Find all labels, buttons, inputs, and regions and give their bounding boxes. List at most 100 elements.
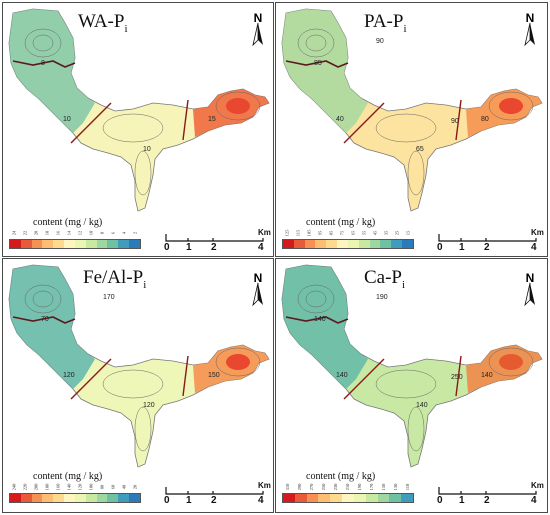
scale-label: 0 <box>164 242 170 253</box>
scale-bar: 0 1 2 4 Km <box>431 481 546 511</box>
legend-title: content (mg / kg) <box>306 471 376 482</box>
legend-tick-label: 170 <box>369 483 374 491</box>
legend-swatch <box>42 240 54 248</box>
contour-line <box>24 28 62 58</box>
contour-line <box>32 290 54 308</box>
channel-line <box>12 316 76 324</box>
legend-swatch <box>293 240 305 248</box>
north-arrow-icon: N <box>519 271 541 307</box>
legend-tick-label: 20 <box>132 484 138 490</box>
legend-swatch <box>306 494 319 502</box>
contour-label: 250 <box>451 374 463 381</box>
contour-line <box>102 369 164 399</box>
contour-label: 140 <box>481 372 493 379</box>
section-line <box>343 358 385 400</box>
contour-line <box>134 150 152 196</box>
legend-swatch <box>64 240 75 248</box>
contour-label: 90 <box>451 118 459 125</box>
scale-label: 2 <box>211 495 217 506</box>
contour-label: 65 <box>416 146 424 153</box>
scale-label: 0 <box>437 242 443 253</box>
scale-unit: Km <box>258 481 271 490</box>
legend-swatch <box>389 494 402 502</box>
legend-swatch <box>85 494 97 502</box>
contour-label: 40 <box>336 116 344 123</box>
scale-unit: Km <box>531 228 544 237</box>
section-line <box>455 355 462 397</box>
scale-bar: 0 1 2 4 Km <box>158 481 273 511</box>
contour-label: 70 <box>41 316 49 323</box>
contour-label: 15 <box>208 116 216 123</box>
scale-label: 0 <box>164 495 170 506</box>
contour-label: 10 <box>63 116 71 123</box>
west-region <box>9 265 95 389</box>
legend-ticks: 24 22 20 18 16 14 12 10 8 6 4 2 <box>9 227 141 239</box>
contour-line <box>32 34 54 52</box>
legend-title: content (mg / kg) <box>33 217 103 228</box>
legend-swatch <box>337 240 348 248</box>
legend-swatch <box>118 494 130 502</box>
contour-label: 10 <box>143 146 151 153</box>
map-canvas: 8 10 10 15 <box>8 8 270 212</box>
legend-swatch <box>53 494 65 502</box>
scale-label: 1 <box>459 495 465 506</box>
legend-swatch <box>53 240 65 248</box>
panel-title: Fe/Al-Pi <box>83 267 147 291</box>
legend-tick-label: 15 <box>405 230 411 236</box>
contour-line <box>407 406 425 452</box>
legend-swatch <box>129 494 140 502</box>
panel-title: PA-Pi <box>364 11 407 35</box>
legend-swatch <box>353 494 366 502</box>
section-line <box>343 102 385 144</box>
legend-swatch <box>304 240 316 248</box>
contour-line <box>488 347 534 377</box>
legend-tick-label: 150 <box>381 483 386 491</box>
legend-tick-label: 190 <box>357 483 362 491</box>
scale-label: 1 <box>186 495 192 506</box>
channel-line <box>285 60 349 68</box>
legend-swatch <box>330 494 343 502</box>
legend-swatch <box>42 494 54 502</box>
west-region <box>282 265 368 389</box>
legend-ticks: 240 220 200 180 160 140 120 100 80 60 40 20 <box>9 481 141 493</box>
panel-pa-pi: 85 40 65 80 90 90 PA-Pi N content (mg / kg) 1… <box>275 2 548 257</box>
panel-feal-pi: 70 120 120 150 170 Fe/Al-Pi N content (mg / … <box>2 258 274 513</box>
legend-swatch <box>283 240 294 248</box>
section-line <box>182 99 189 141</box>
east-region <box>466 345 542 393</box>
contour-line <box>24 284 62 314</box>
legend-colorbar <box>9 493 141 503</box>
contour-label: 8 <box>41 60 45 67</box>
legend-swatch <box>129 240 140 248</box>
legend-swatch <box>107 240 119 248</box>
legend-swatch <box>10 240 21 248</box>
scale-unit: Km <box>531 481 544 490</box>
hotspot <box>499 354 523 370</box>
legend-swatch <box>365 494 378 502</box>
legend-swatch <box>391 240 403 248</box>
contour-label: 170 <box>103 294 115 301</box>
legend-swatch <box>369 240 381 248</box>
panel-title: WA-Pi <box>78 11 128 35</box>
legend-swatch <box>20 240 32 248</box>
legend-tick-label: 270 <box>309 483 314 491</box>
scale-label: 0 <box>437 495 443 506</box>
contour-label: 150 <box>208 372 220 379</box>
scale-label: 4 <box>258 495 264 506</box>
legend-tick-label: 230 <box>333 483 338 491</box>
east-region <box>193 89 269 137</box>
legend-swatch <box>318 494 331 502</box>
legend-title: content (mg / kg) <box>33 471 103 482</box>
scale-label: 2 <box>211 242 217 253</box>
section-line <box>182 355 189 397</box>
contour-line <box>305 290 327 308</box>
channel-line <box>285 316 349 324</box>
north-arrow-icon: N <box>247 271 269 307</box>
west-region <box>9 9 95 133</box>
legend-swatch <box>64 494 75 502</box>
scale-label: 1 <box>186 242 192 253</box>
map-canvas: 70 120 120 150 170 <box>8 264 270 468</box>
contour-label: 190 <box>376 294 388 301</box>
scale-bar: 0 1 2 4 Km <box>431 228 546 256</box>
